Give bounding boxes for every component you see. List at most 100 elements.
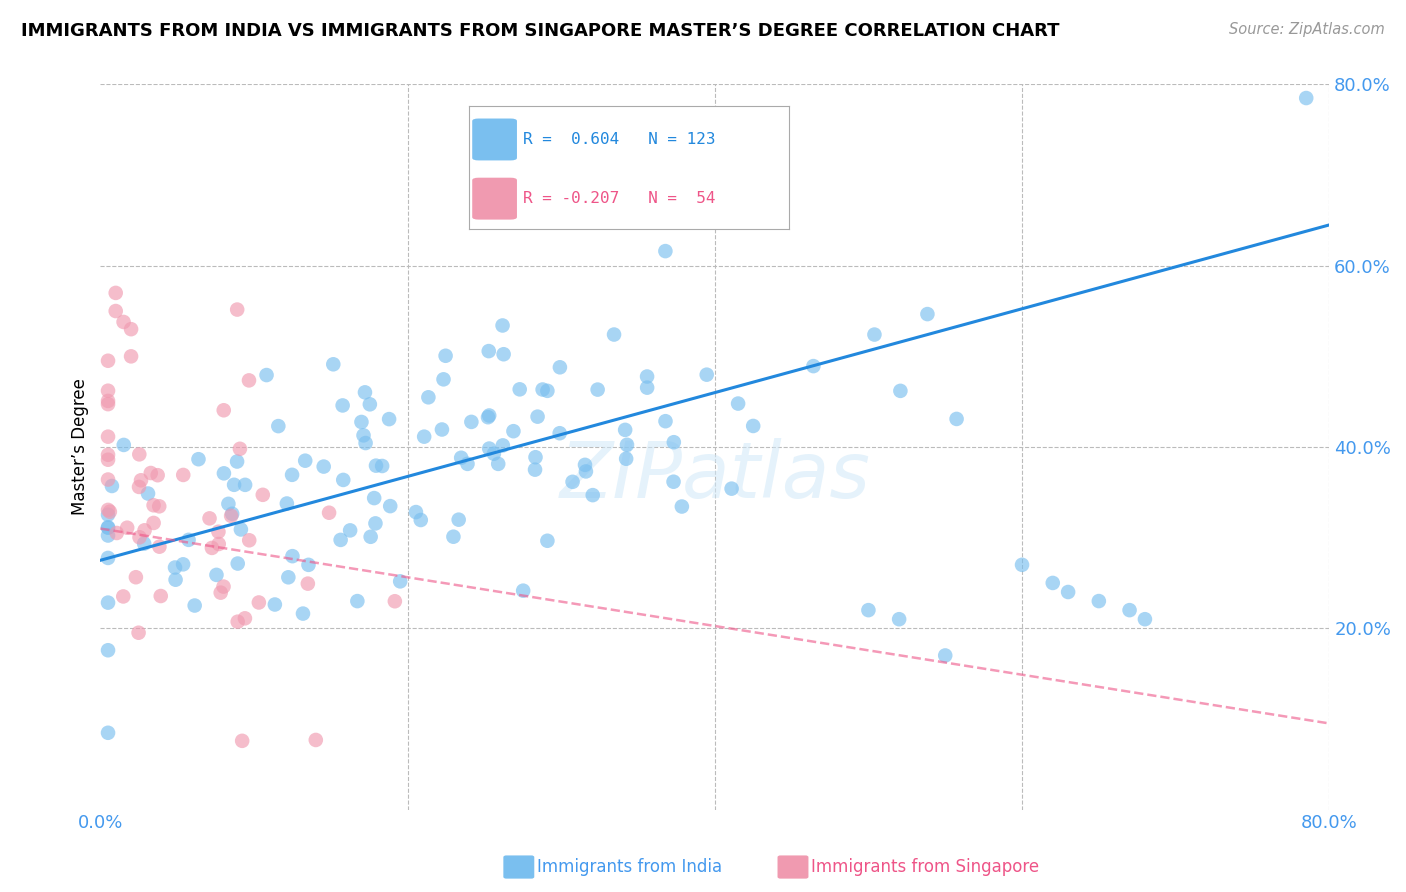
- Point: [354, 436, 377, 450]
- Text: Source: ZipAtlas.com: Source: ZipAtlas.com: [1229, 22, 1385, 37]
- Point: [1042, 576, 1064, 591]
- Point: [917, 307, 939, 321]
- Point: [614, 423, 637, 437]
- Point: [359, 397, 381, 411]
- Point: [209, 585, 232, 599]
- Point: [1011, 558, 1033, 572]
- Point: [105, 526, 128, 541]
- Point: [526, 409, 548, 424]
- Point: [97, 528, 120, 542]
- Point: [97, 550, 120, 565]
- Point: [318, 506, 340, 520]
- Point: [97, 503, 120, 517]
- Point: [1118, 603, 1140, 617]
- Point: [212, 403, 235, 417]
- Point: [575, 465, 598, 479]
- Point: [139, 466, 162, 480]
- Point: [1295, 91, 1317, 105]
- Point: [291, 607, 314, 621]
- Point: [112, 315, 135, 329]
- Point: [219, 508, 242, 523]
- Point: [346, 594, 368, 608]
- Point: [226, 454, 249, 468]
- Point: [112, 590, 135, 604]
- Point: [413, 430, 436, 444]
- Point: [229, 442, 252, 456]
- Point: [134, 536, 156, 550]
- Point: [478, 344, 501, 359]
- Point: [434, 349, 457, 363]
- Point: [198, 511, 221, 525]
- Point: [1057, 585, 1080, 599]
- Point: [662, 475, 685, 489]
- Text: Immigrants from India: Immigrants from India: [537, 858, 723, 876]
- Point: [277, 570, 299, 584]
- Point: [247, 595, 270, 609]
- Point: [742, 419, 765, 434]
- Point: [889, 384, 911, 398]
- Point: [212, 467, 235, 481]
- Point: [98, 505, 121, 519]
- Point: [101, 479, 124, 493]
- Point: [1133, 612, 1156, 626]
- Point: [945, 412, 967, 426]
- Point: [297, 558, 319, 572]
- Point: [128, 625, 150, 640]
- Point: [297, 576, 319, 591]
- Point: [671, 500, 693, 514]
- Point: [1088, 594, 1111, 608]
- Point: [430, 423, 453, 437]
- Point: [934, 648, 956, 663]
- Point: [104, 304, 127, 318]
- Point: [233, 478, 256, 492]
- Point: [384, 594, 406, 608]
- Point: [252, 488, 274, 502]
- Point: [371, 458, 394, 473]
- Point: [409, 513, 432, 527]
- Point: [226, 302, 249, 317]
- Point: [492, 438, 515, 452]
- Point: [491, 318, 513, 333]
- Point: [512, 583, 534, 598]
- Point: [142, 516, 165, 530]
- Point: [582, 488, 605, 502]
- Point: [636, 381, 658, 395]
- Point: [263, 598, 285, 612]
- Point: [97, 473, 120, 487]
- Point: [441, 530, 464, 544]
- Point: [720, 482, 742, 496]
- Point: [654, 414, 676, 428]
- Point: [616, 438, 638, 452]
- Point: [222, 478, 245, 492]
- Point: [294, 453, 316, 467]
- Point: [574, 458, 596, 472]
- Point: [129, 473, 152, 487]
- Text: IMMIGRANTS FROM INDIA VS IMMIGRANTS FROM SINGAPORE MASTER’S DEGREE CORRELATION C: IMMIGRANTS FROM INDIA VS IMMIGRANTS FROM…: [21, 22, 1060, 40]
- Point: [603, 327, 626, 342]
- Point: [524, 450, 547, 465]
- Point: [486, 457, 509, 471]
- Point: [418, 390, 440, 404]
- Point: [614, 451, 637, 466]
- Point: [201, 541, 224, 555]
- Point: [360, 530, 382, 544]
- Point: [148, 500, 170, 514]
- Point: [405, 505, 427, 519]
- Point: [187, 452, 209, 467]
- Point: [450, 450, 472, 465]
- Point: [172, 558, 194, 572]
- Point: [128, 480, 150, 494]
- Point: [364, 516, 387, 531]
- Point: [163, 560, 186, 574]
- Point: [858, 603, 880, 617]
- Point: [115, 521, 138, 535]
- Text: Immigrants from Singapore: Immigrants from Singapore: [811, 858, 1039, 876]
- Point: [212, 580, 235, 594]
- Point: [97, 384, 120, 398]
- Point: [125, 570, 148, 584]
- Point: [281, 549, 304, 563]
- Point: [378, 412, 401, 426]
- Point: [149, 589, 172, 603]
- Point: [146, 468, 169, 483]
- Point: [329, 533, 352, 547]
